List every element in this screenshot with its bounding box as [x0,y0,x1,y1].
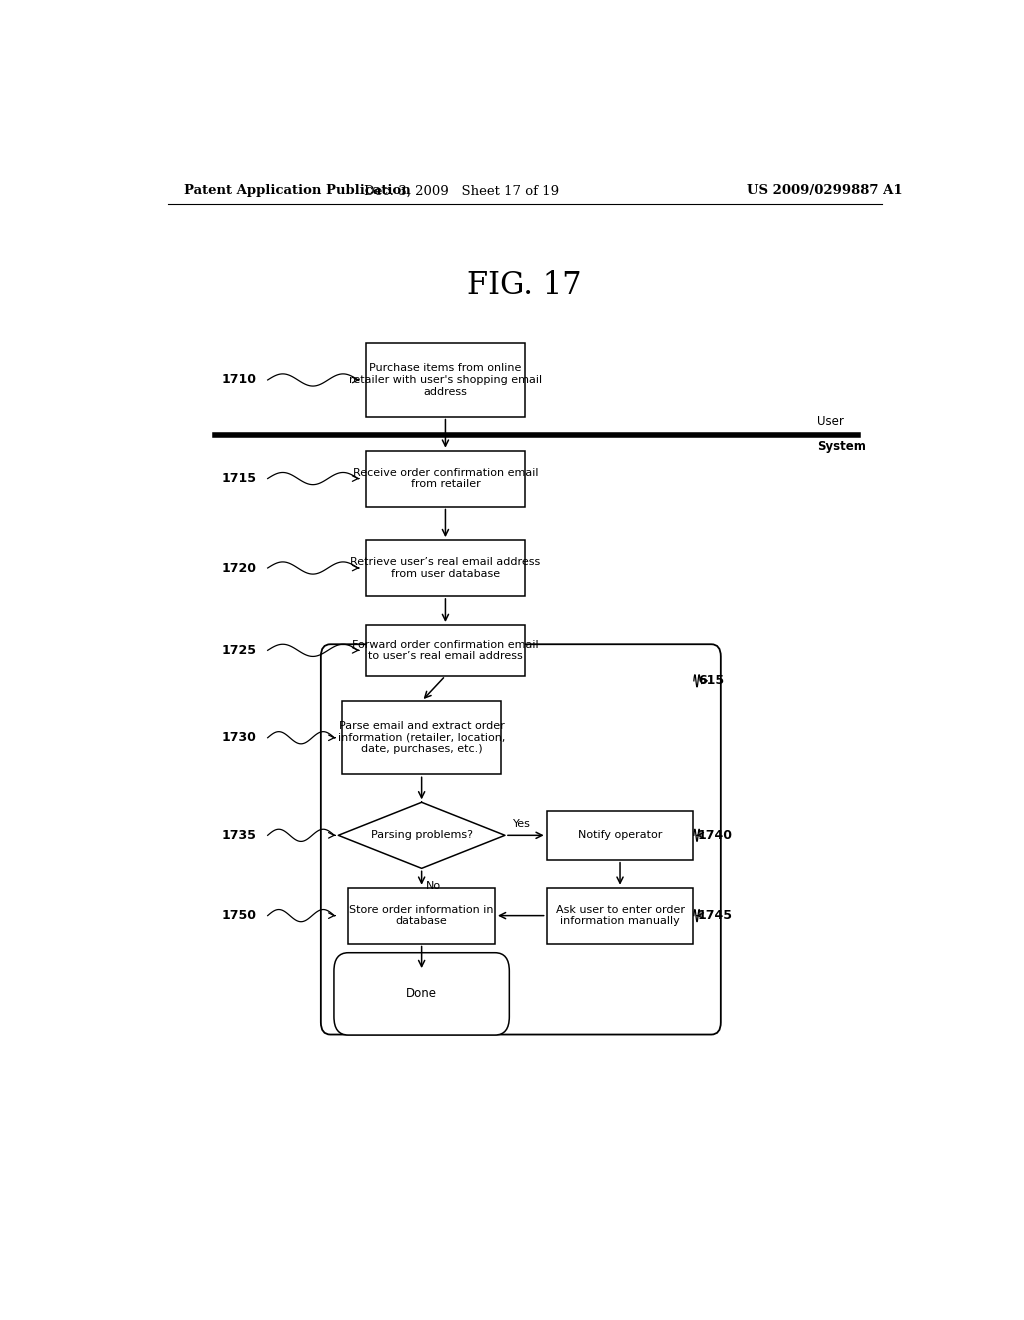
Text: 1735: 1735 [221,829,257,842]
Text: No: No [426,880,441,891]
FancyBboxPatch shape [321,644,721,1035]
Text: User: User [817,414,844,428]
Text: 1740: 1740 [697,829,733,842]
Text: Dec. 3, 2009   Sheet 17 of 19: Dec. 3, 2009 Sheet 17 of 19 [364,185,559,198]
Text: 1720: 1720 [221,561,257,574]
Text: Receive order confirmation email
from retailer: Receive order confirmation email from re… [352,467,539,490]
FancyBboxPatch shape [547,887,693,944]
Text: FIG. 17: FIG. 17 [468,271,582,301]
Text: 1750: 1750 [221,909,257,923]
Text: 1725: 1725 [221,644,257,657]
FancyBboxPatch shape [367,540,524,595]
Text: 1715: 1715 [221,473,257,484]
Text: Store order information in
database: Store order information in database [349,904,494,927]
Text: Notify operator: Notify operator [578,830,663,841]
FancyBboxPatch shape [547,810,693,859]
Text: Done: Done [407,987,437,1001]
Text: Parse email and extract order
information (retailer, location,
date, purchases, : Parse email and extract order informatio… [338,721,505,754]
FancyBboxPatch shape [334,953,509,1035]
Text: Purchase items from online
retailer with user's shopping email
address: Purchase items from online retailer with… [349,363,542,396]
Text: 1710: 1710 [221,374,257,387]
Text: US 2009/0299887 A1: US 2009/0299887 A1 [748,185,902,198]
Text: Yes: Yes [513,820,530,829]
Text: 615: 615 [697,675,724,688]
Text: System: System [817,440,865,453]
Text: Retrieve user’s real email address
from user database: Retrieve user’s real email address from … [350,557,541,578]
FancyBboxPatch shape [367,450,524,507]
FancyBboxPatch shape [348,887,495,944]
FancyBboxPatch shape [367,343,524,417]
Text: Patent Application Publication: Patent Application Publication [183,185,411,198]
Text: Forward order confirmation email
to user’s real email address: Forward order confirmation email to user… [352,639,539,661]
Text: 1745: 1745 [697,909,733,923]
Text: Ask user to enter order
information manually: Ask user to enter order information manu… [556,904,684,927]
FancyBboxPatch shape [342,701,501,775]
Text: 1730: 1730 [221,731,257,744]
Text: Parsing problems?: Parsing problems? [371,830,473,841]
FancyBboxPatch shape [367,624,524,676]
